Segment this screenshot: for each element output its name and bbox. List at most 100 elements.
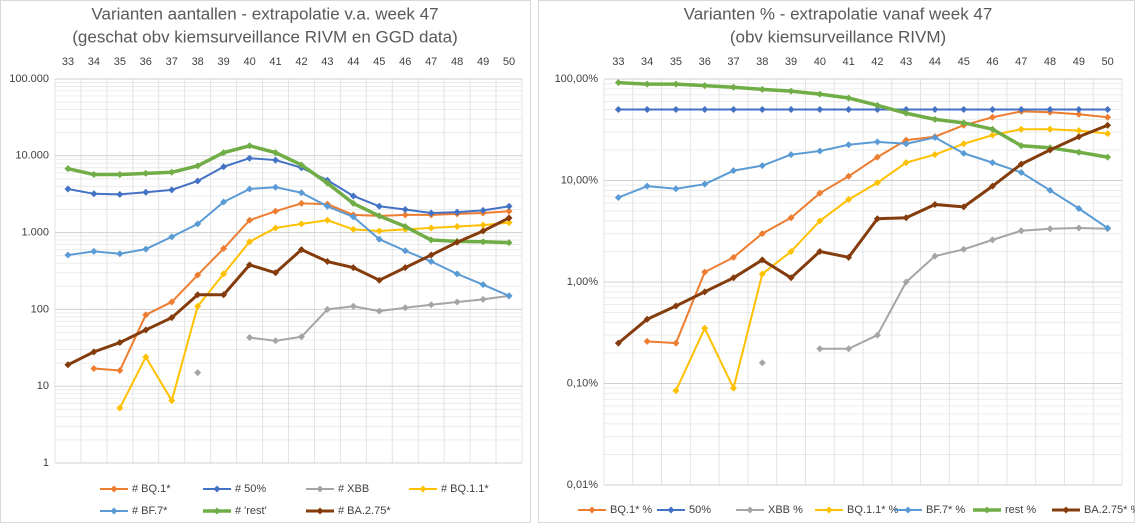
data-point: [902, 278, 910, 286]
x-tick-label: 36: [140, 56, 152, 68]
data-point: [672, 80, 680, 88]
data-point: [614, 79, 622, 87]
data-point: [505, 202, 513, 210]
data-point: [1075, 224, 1083, 232]
data-point: [116, 339, 124, 347]
legend-marker: [316, 485, 324, 493]
data-point: [643, 106, 651, 114]
data-point: [1104, 153, 1112, 161]
data-point: [297, 333, 305, 341]
legend-marker: [213, 485, 221, 493]
data-point: [1046, 186, 1054, 194]
data-point: [453, 208, 461, 216]
data-point: [453, 238, 461, 246]
x-tick-label: 40: [243, 56, 255, 68]
x-tick-label: 35: [670, 56, 682, 68]
data-point: [816, 189, 824, 197]
data-point: [730, 274, 737, 282]
data-point: [427, 301, 435, 309]
x-tick-label: 38: [192, 56, 204, 68]
data-point: [873, 101, 881, 109]
data-point: [220, 270, 228, 278]
data-point: [902, 214, 910, 222]
data-point: [672, 106, 680, 114]
data-point: [427, 224, 435, 232]
data-point: [220, 291, 228, 299]
data-point: [787, 106, 795, 114]
x-tick-label: 34: [88, 56, 100, 68]
legend-label: # BQ.1.1*: [441, 483, 489, 495]
data-point: [643, 315, 651, 323]
data-point: [168, 298, 176, 306]
y-tick-label: 0,10%: [567, 377, 598, 389]
legend-marker: [110, 485, 118, 493]
data-point: [64, 165, 72, 173]
data-point: [505, 219, 513, 227]
data-point: [701, 82, 709, 90]
data-point: [246, 334, 254, 342]
data-point: [989, 182, 996, 190]
data-point: [323, 258, 331, 266]
data-point: [989, 113, 996, 121]
series-line: [67, 186, 510, 297]
x-tick-label: 36: [699, 56, 711, 68]
data-point: [1104, 130, 1112, 138]
data-point: [643, 337, 651, 345]
data-point: [730, 253, 737, 261]
legend-label: # BF.7*: [132, 505, 168, 517]
data-point: [272, 183, 280, 191]
data-point: [730, 167, 737, 175]
data-point: [349, 302, 357, 310]
x-tick-label: 43: [900, 56, 912, 68]
data-point: [758, 256, 766, 264]
data-point: [479, 281, 487, 289]
data-point: [758, 85, 766, 93]
data-point: [902, 140, 910, 148]
data-point: [672, 339, 680, 347]
data-point: [168, 233, 176, 241]
x-tick-label: 48: [451, 56, 463, 68]
data-point: [168, 397, 176, 405]
chart-title: Varianten aantallen - extrapolatie v.a. …: [91, 4, 438, 23]
legend-marker: [904, 506, 912, 514]
x-tick-label: 45: [373, 56, 385, 68]
x-tick-label: 42: [871, 56, 883, 68]
data-point: [758, 162, 766, 170]
data-point: [1046, 125, 1054, 133]
data-point: [220, 198, 228, 206]
data-point: [845, 195, 853, 203]
data-point: [375, 212, 383, 220]
series-line: [617, 123, 1109, 345]
data-point: [90, 348, 98, 356]
data-point: [1075, 133, 1083, 141]
data-point: [730, 83, 737, 91]
data-point: [845, 106, 853, 114]
data-point: [701, 324, 709, 332]
data-point: [272, 224, 280, 232]
data-point: [401, 304, 409, 312]
chart-subtitle: (obv kiemsurveillance RIVM): [730, 27, 946, 46]
data-point: [401, 205, 409, 213]
data-point: [787, 274, 795, 282]
data-point: [168, 314, 176, 322]
data-point: [246, 185, 254, 193]
data-point: [375, 235, 383, 243]
legend-label: BQ.1* %: [610, 504, 652, 516]
x-tick-label: 50: [1101, 56, 1113, 68]
data-point: [323, 216, 331, 224]
data-point: [349, 213, 357, 221]
data-point: [758, 106, 766, 114]
data-point: [787, 214, 795, 222]
data-point: [220, 163, 228, 171]
y-tick-label: 100.000: [9, 73, 49, 85]
data-point: [931, 201, 939, 209]
data-point: [1104, 224, 1112, 232]
legend-label: BA.2.75* %: [1084, 504, 1135, 516]
data-point: [297, 199, 305, 207]
data-point: [816, 247, 824, 255]
y-tick-label: 0,01%: [567, 479, 598, 491]
legend-label: # 'rest': [235, 505, 267, 517]
data-point: [297, 161, 305, 169]
data-point: [758, 359, 766, 367]
